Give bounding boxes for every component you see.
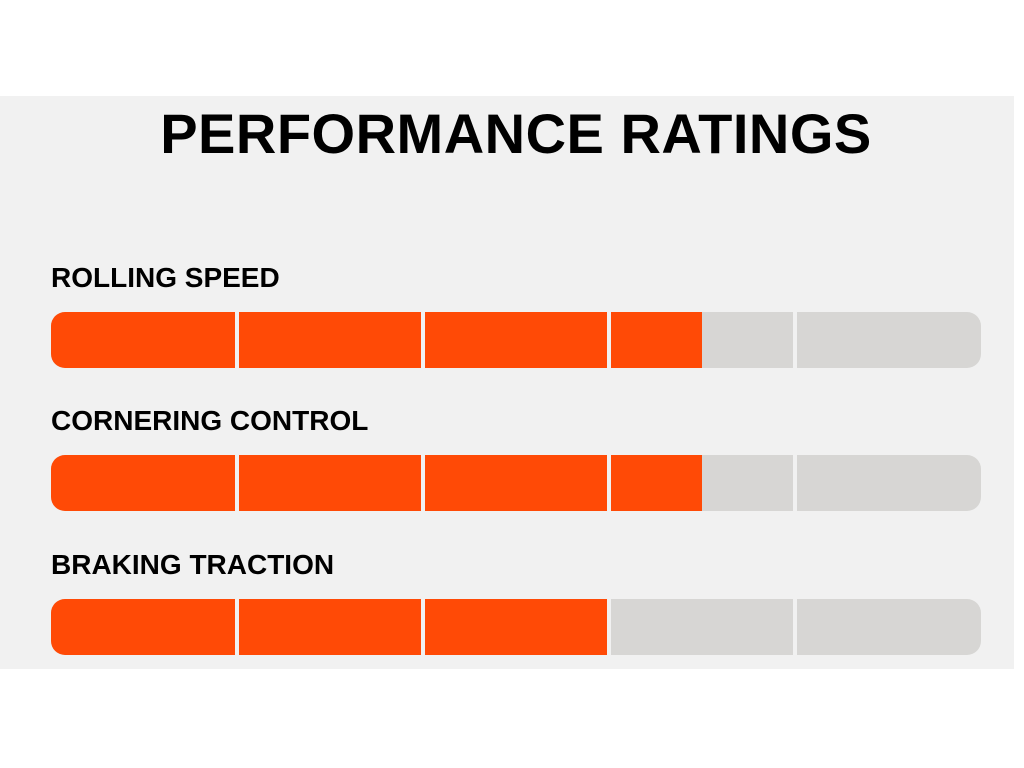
segment-divider xyxy=(421,599,425,655)
rating-label: BRAKING TRACTION xyxy=(51,549,335,580)
rating-label: ROLLING SPEED xyxy=(51,262,280,293)
ratings-panel xyxy=(0,96,1014,669)
segment-divider xyxy=(421,312,425,368)
segment-divider xyxy=(235,312,239,368)
segment-divider xyxy=(793,599,797,655)
segment-divider xyxy=(607,312,611,368)
rating-rolling-speed: ROLLING SPEED xyxy=(51,262,981,368)
segment-divider xyxy=(793,312,797,368)
rating-braking-traction: BRAKING TRACTION xyxy=(51,549,981,655)
segment-divider xyxy=(607,599,611,655)
rating-bar xyxy=(51,312,981,368)
rating-cornering-control: CORNERING CONTROL xyxy=(51,405,981,511)
segment-divider xyxy=(235,455,239,511)
rating-bar-fill xyxy=(51,312,702,368)
segment-divider xyxy=(793,455,797,511)
page-title: PERFORMANCE RATINGS xyxy=(160,102,872,165)
rating-bar xyxy=(51,599,981,655)
rating-label: CORNERING CONTROL xyxy=(51,405,369,436)
rating-bar-fill xyxy=(51,599,609,655)
segment-divider xyxy=(421,455,425,511)
segment-divider xyxy=(235,599,239,655)
rating-bar xyxy=(51,455,981,511)
rating-bar-fill xyxy=(51,455,702,511)
segment-divider xyxy=(607,455,611,511)
